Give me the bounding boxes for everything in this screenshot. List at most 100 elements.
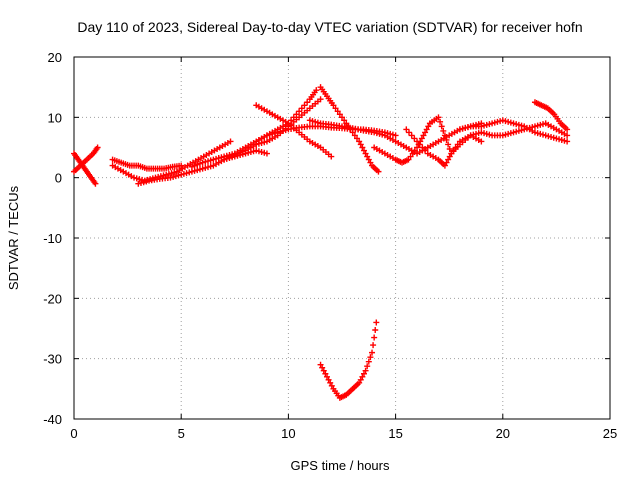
data-point <box>392 132 399 139</box>
series-sat-d <box>109 138 234 184</box>
data-point <box>328 382 335 389</box>
data-point <box>564 138 571 145</box>
data-point <box>94 144 101 151</box>
data-point <box>296 108 303 115</box>
data-point <box>403 126 410 133</box>
y-tick-label: 20 <box>48 50 62 65</box>
data-point <box>418 135 425 142</box>
series-sat-p <box>531 99 571 133</box>
data-point <box>334 108 341 115</box>
data-point <box>437 118 444 125</box>
data-point <box>359 373 366 380</box>
y-tick-label: -10 <box>43 231 62 246</box>
data-point <box>409 150 416 157</box>
data-point <box>450 147 457 154</box>
data-point <box>304 99 311 106</box>
data-point <box>362 150 369 157</box>
y-tick-label: 10 <box>48 110 62 125</box>
data-point <box>440 127 447 134</box>
data-point <box>367 159 374 166</box>
data-point <box>446 146 453 153</box>
data-point <box>360 370 367 377</box>
data-point <box>438 123 445 130</box>
chart-title: Day 110 of 2023, Sidereal Day-to-day VTE… <box>77 19 582 35</box>
data-point <box>423 126 430 133</box>
data-point <box>227 138 234 145</box>
data-point <box>339 114 345 121</box>
data-point <box>298 105 305 112</box>
data-point <box>435 114 442 121</box>
data-point <box>419 144 426 151</box>
data-point <box>356 138 363 145</box>
data-point <box>375 168 382 175</box>
axis-ticks: 0 5 10 15 20 25 -40 -30 -20 -10 0 10 20 <box>43 50 617 441</box>
data-point <box>406 129 412 136</box>
data-point <box>322 370 329 377</box>
data-point <box>445 141 452 148</box>
data-point <box>420 132 427 139</box>
data-point <box>317 361 324 368</box>
data-point <box>443 159 450 166</box>
data-point <box>313 87 320 94</box>
data-point <box>364 153 371 160</box>
x-tick-label: 10 <box>281 426 295 441</box>
data-point <box>293 111 300 118</box>
series-sat-i <box>253 102 335 160</box>
data-marks <box>71 84 571 401</box>
data-point <box>263 150 270 157</box>
x-tick-label: 25 <box>603 426 617 441</box>
data-point <box>323 373 330 380</box>
data-point <box>564 132 571 139</box>
data-point <box>319 364 326 371</box>
data-point <box>414 144 421 151</box>
data-point <box>416 141 423 148</box>
x-tick-label: 15 <box>388 426 402 441</box>
data-point <box>369 349 376 356</box>
data-point <box>370 342 377 349</box>
data-point <box>360 147 367 154</box>
data-point <box>343 120 350 127</box>
data-point <box>452 144 459 151</box>
data-point <box>422 147 429 154</box>
x-tick-label: 20 <box>496 426 510 441</box>
series-sat-m <box>371 114 485 166</box>
data-point <box>405 156 412 163</box>
series-sat-a <box>71 150 99 187</box>
data-point <box>407 153 414 160</box>
data-point <box>336 111 343 118</box>
series-sat-j <box>317 84 382 175</box>
data-point <box>356 379 363 386</box>
data-point <box>341 117 348 124</box>
data-point <box>414 138 421 145</box>
data-point <box>92 180 99 187</box>
y-tick-label: 0 <box>55 171 62 186</box>
data-point <box>362 367 369 374</box>
data-point <box>178 162 185 169</box>
data-point <box>443 136 450 143</box>
data-point <box>357 376 364 383</box>
data-point <box>408 132 415 139</box>
data-point <box>359 144 366 151</box>
data-point <box>317 96 324 103</box>
data-point <box>365 156 372 163</box>
data-point <box>354 135 361 142</box>
data-point <box>454 141 461 148</box>
data-point <box>425 123 432 130</box>
data-point <box>478 138 485 145</box>
series-sat-c <box>109 156 185 172</box>
data-point <box>328 153 335 160</box>
x-axis-label: GPS time / hours <box>291 458 390 473</box>
data-point <box>422 129 429 136</box>
data-point <box>441 132 448 139</box>
data-point <box>325 376 332 383</box>
data-point <box>411 135 418 142</box>
gridlines <box>74 57 610 419</box>
x-tick-label: 0 <box>70 426 77 441</box>
data-point <box>441 162 448 169</box>
data-point <box>445 156 452 163</box>
y-tick-label: -40 <box>43 412 62 427</box>
y-tick-label: -20 <box>43 291 62 306</box>
data-point <box>364 363 371 370</box>
